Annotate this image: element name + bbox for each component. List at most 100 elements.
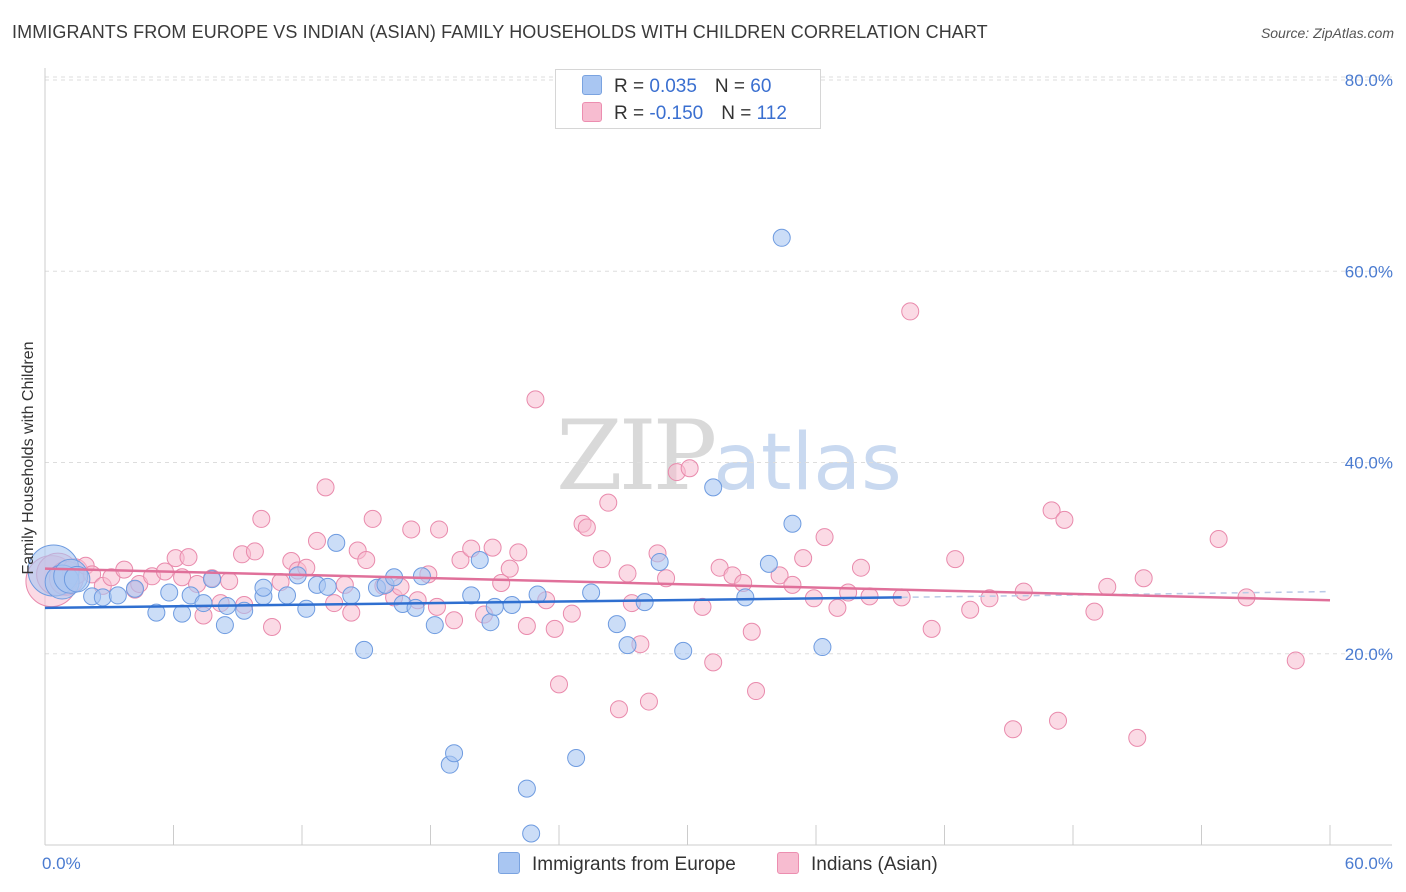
point-indians-asian	[747, 682, 766, 701]
point-immigrants-europe	[318, 577, 337, 596]
series-indians-asian-points	[25, 302, 1305, 747]
point-indians-asian	[577, 518, 596, 537]
x-tick-label-max: 60.0%	[1345, 854, 1393, 873]
legend-n-label: N =	[721, 103, 757, 124]
source-credit: Source: ZipAtlas.com	[1260, 25, 1394, 41]
point-indians-asian	[357, 551, 376, 570]
trend-line-europe	[44, 596, 902, 610]
legend-item-indians[interactable]: Indians (Asian)	[777, 852, 938, 878]
point-indians-asian	[307, 531, 326, 550]
point-immigrants-europe	[215, 616, 234, 635]
y-tick-label-20: 20.0%	[1345, 645, 1393, 664]
point-immigrants-europe	[63, 565, 91, 593]
point-immigrants-europe	[517, 779, 536, 798]
point-immigrants-europe	[327, 533, 346, 552]
point-indians-asian	[517, 617, 536, 636]
trend-line-indians	[44, 567, 1331, 602]
axes	[44, 68, 1392, 846]
point-indians-asian	[430, 520, 449, 539]
legend-r-label: R =	[614, 103, 650, 124]
point-indians-asian	[179, 548, 198, 567]
point-immigrants-europe	[412, 567, 431, 586]
point-indians-asian	[363, 509, 382, 528]
point-immigrants-europe	[567, 748, 586, 767]
point-indians-asian	[599, 493, 618, 512]
point-indians-asian	[609, 700, 628, 719]
point-immigrants-europe	[759, 554, 778, 573]
point-indians-asian	[1134, 569, 1153, 588]
legend-label-indians: Indians (Asian)	[811, 854, 938, 875]
point-immigrants-europe	[406, 598, 425, 617]
point-indians-asian	[618, 564, 637, 583]
y-tick-label-60: 60.0%	[1345, 262, 1393, 281]
point-indians-asian	[252, 509, 271, 528]
point-immigrants-europe	[445, 744, 464, 763]
point-immigrants-europe	[618, 636, 637, 655]
legend-n-value: 60	[750, 76, 772, 97]
point-immigrants-europe	[160, 583, 179, 602]
axis-labels: 20.0% 40.0% 60.0% 80.0% 0.0% 60.0% Family Hous…	[20, 71, 1393, 873]
point-indians-asian	[980, 589, 999, 608]
point-indians-asian	[342, 603, 361, 622]
correlation-legend: R = 0.035 N = 60 R = -0.150 N = 112	[555, 69, 821, 129]
point-indians-asian	[263, 617, 282, 636]
watermark-zip: ZIP	[556, 400, 717, 512]
legend-r-value: 0.035	[649, 76, 697, 97]
point-indians-asian	[451, 551, 470, 570]
legend-n-label: N =	[714, 76, 751, 97]
point-immigrants-europe	[173, 604, 192, 623]
y-tick-label-40: 40.0%	[1345, 454, 1393, 473]
point-indians-asian	[500, 559, 519, 578]
point-indians-asian	[220, 572, 239, 591]
point-immigrants-europe	[194, 594, 213, 613]
point-indians-asian	[509, 543, 528, 562]
point-immigrants-europe	[203, 570, 222, 589]
point-indians-asian	[901, 302, 920, 321]
point-indians-asian	[860, 587, 879, 606]
point-immigrants-europe	[772, 228, 791, 247]
point-indians-asian	[245, 542, 264, 561]
point-immigrants-europe	[582, 583, 601, 602]
legend-swatch-indians	[582, 102, 602, 122]
point-indians-asian	[1128, 728, 1147, 747]
point-indians-asian	[562, 604, 581, 623]
point-immigrants-europe	[635, 593, 654, 612]
legend-row-europe: R = 0.035 N = 60	[582, 74, 771, 100]
point-immigrants-europe	[736, 588, 755, 607]
point-indians-asian	[1098, 577, 1117, 596]
point-indians-asian	[526, 390, 545, 409]
point-immigrants-europe	[355, 640, 374, 659]
point-indians-asian	[815, 528, 834, 547]
point-indians-asian	[1085, 602, 1104, 621]
point-indians-asian	[742, 622, 761, 641]
point-indians-asian	[828, 598, 847, 617]
point-indians-asian	[1004, 720, 1023, 739]
point-indians-asian	[657, 569, 676, 588]
legend-n-value: 112	[756, 103, 787, 124]
legend-row-indians: R = -0.150 N = 112	[582, 101, 787, 127]
point-indians-asian	[1209, 530, 1228, 548]
point-indians-asian	[693, 597, 712, 616]
point-indians-asian	[1042, 501, 1061, 520]
legend-r-value: -0.150	[649, 103, 704, 124]
point-indians-asian	[550, 675, 568, 694]
point-indians-asian	[680, 459, 699, 478]
point-indians-asian	[922, 619, 941, 638]
point-immigrants-europe	[425, 616, 444, 635]
y-tick-label-80: 80.0%	[1345, 71, 1393, 90]
point-immigrants-europe	[462, 586, 481, 605]
legend-swatch-europe	[582, 75, 602, 95]
point-indians-asian	[783, 575, 802, 594]
point-immigrants-europe	[125, 579, 144, 598]
trend-lines	[44, 567, 1331, 610]
chart-title: IMMIGRANTS FROM EUROPE VS INDIAN (ASIAN)…	[12, 22, 988, 42]
point-indians-asian	[1055, 510, 1074, 529]
point-indians-asian	[316, 478, 335, 497]
point-immigrants-europe	[607, 615, 626, 634]
point-immigrants-europe	[278, 586, 297, 605]
point-immigrants-europe	[704, 478, 723, 497]
point-immigrants-europe	[297, 599, 316, 618]
legend-item-europe[interactable]: Immigrants from Europe	[498, 852, 736, 878]
point-immigrants-europe	[783, 514, 802, 533]
series-legend: Immigrants from Europe Indians (Asian)	[0, 852, 1406, 878]
